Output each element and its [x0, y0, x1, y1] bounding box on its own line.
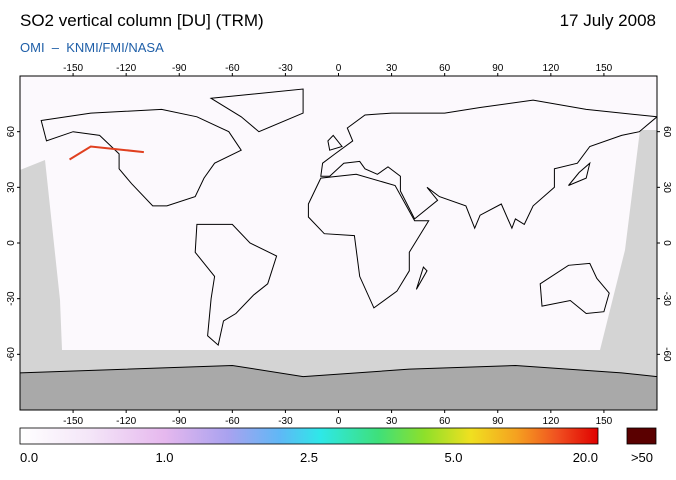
- coastline: [209, 88, 304, 133]
- lat-label-left: -30: [6, 291, 17, 306]
- lat-label-right: -30: [661, 291, 672, 306]
- map: [20, 76, 657, 410]
- lon-label-top: -120: [116, 63, 136, 74]
- lon-label-bottom: 30: [386, 416, 398, 427]
- credit: OMI – KNMI/FMI/NASA: [20, 40, 164, 55]
- lon-label-top: 60: [439, 63, 451, 74]
- lon-label-bottom: -90: [172, 416, 187, 427]
- so2-plume: [69, 145, 144, 161]
- title: SO2 vertical column [DU] (TRM): [20, 11, 264, 30]
- colorbar-label: 1.0: [155, 450, 173, 465]
- lat-label-left: 60: [6, 126, 17, 138]
- no-data-swath: [600, 130, 657, 350]
- lat-label-right: 30: [661, 182, 672, 194]
- lat-label-right: -60: [661, 347, 672, 362]
- lon-label-top: 0: [336, 63, 342, 74]
- coastline: [194, 223, 278, 347]
- coastline: [415, 266, 428, 290]
- lon-label-bottom: -30: [278, 416, 293, 427]
- antarctica: [20, 364, 657, 410]
- lat-label-left: 0: [6, 240, 17, 246]
- lon-label-top: 30: [386, 63, 398, 74]
- date: 17 July 2008: [560, 11, 656, 30]
- coastline: [539, 262, 610, 315]
- lon-label-bottom: 120: [542, 416, 559, 427]
- lon-label-top: -60: [225, 63, 240, 74]
- lon-label-top: 150: [596, 63, 613, 74]
- coastline: [320, 99, 657, 230]
- lon-label-bottom: -150: [63, 416, 83, 427]
- lon-label-top: -90: [172, 63, 187, 74]
- lon-label-top: -30: [278, 63, 293, 74]
- overflow-label: >50: [631, 450, 653, 465]
- lat-label-right: 60: [661, 126, 672, 138]
- coastline: [327, 134, 343, 151]
- lon-label-bottom: 150: [596, 416, 613, 427]
- no-data-swath: [20, 160, 62, 350]
- lon-label-top: 120: [542, 63, 559, 74]
- colorbar-overflow: [626, 427, 657, 445]
- lat-label-left: 30: [6, 181, 17, 193]
- lon-label-bottom: 90: [492, 416, 504, 427]
- lat-label-right: 0: [661, 240, 672, 246]
- coastline: [568, 161, 591, 186]
- colorbar-label: 20.0: [573, 450, 598, 465]
- lon-label-bottom: -120: [116, 416, 136, 427]
- lon-label-top: -150: [63, 63, 83, 74]
- colorbar-label: 2.5: [300, 450, 318, 465]
- colorbar-label: 0.0: [20, 450, 38, 465]
- lon-label-bottom: 0: [336, 416, 342, 427]
- coastline: [307, 173, 430, 309]
- lon-label-bottom: -60: [225, 416, 240, 427]
- colorbar-label: 5.0: [444, 450, 462, 465]
- colorbar: [19, 427, 599, 445]
- lat-label-left: -60: [6, 347, 17, 362]
- lon-label-bottom: 60: [439, 416, 451, 427]
- coastline: [40, 108, 242, 207]
- lon-label-top: 90: [492, 63, 504, 74]
